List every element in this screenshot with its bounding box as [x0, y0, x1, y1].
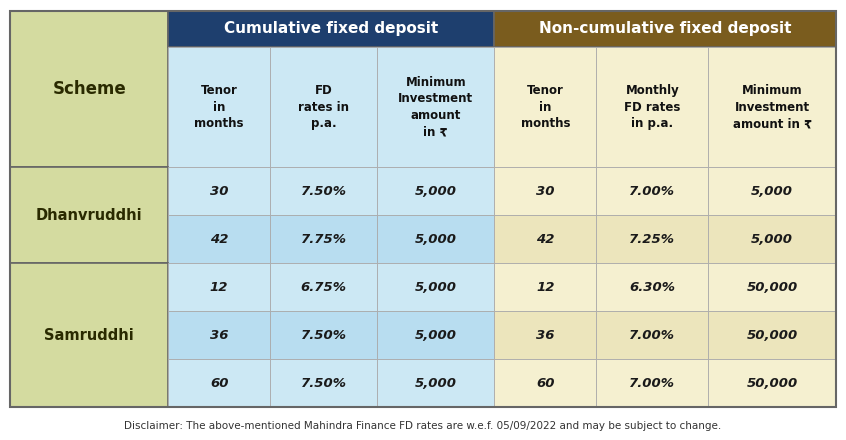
Text: 6.30%: 6.30% [629, 281, 675, 294]
Bar [377, 47, 494, 168]
Text: Scheme: Scheme [52, 80, 126, 98]
Bar [708, 215, 836, 263]
Text: 7.25%: 7.25% [629, 233, 675, 246]
Text: FD
rates in
p.a.: FD rates in p.a. [298, 84, 349, 130]
Text: 6.75%: 6.75% [300, 281, 347, 294]
Bar [596, 215, 708, 263]
Bar [596, 263, 708, 311]
Text: 36: 36 [536, 329, 555, 341]
Bar [708, 311, 836, 359]
Text: Tenor
in
months: Tenor in months [195, 84, 244, 130]
Bar [708, 359, 836, 407]
Bar [708, 47, 836, 168]
Bar [494, 47, 596, 168]
Bar [270, 47, 377, 168]
Bar [168, 359, 270, 407]
Text: 5,000: 5,000 [415, 377, 457, 389]
Bar [168, 215, 270, 263]
Text: 5,000: 5,000 [415, 281, 457, 294]
Text: 7.75%: 7.75% [300, 233, 347, 246]
Text: Samruddhi: Samruddhi [44, 328, 134, 343]
Text: 42: 42 [210, 233, 228, 246]
Bar [596, 359, 708, 407]
Text: 5,000: 5,000 [415, 233, 457, 246]
Text: 7.00%: 7.00% [629, 185, 675, 198]
Text: Non-cumulative fixed deposit: Non-cumulative fixed deposit [539, 21, 791, 37]
Text: Monthly
FD rates
in p.a.: Monthly FD rates in p.a. [624, 84, 680, 130]
Text: Dhanvruddhi: Dhanvruddhi [36, 208, 142, 223]
Text: 12: 12 [536, 281, 555, 294]
Bar [168, 263, 270, 311]
Bar [494, 311, 596, 359]
Text: 5,000: 5,000 [415, 185, 457, 198]
Text: 7.00%: 7.00% [629, 377, 675, 389]
Text: 5,000: 5,000 [751, 185, 794, 198]
Bar [377, 311, 494, 359]
Bar [596, 167, 708, 215]
Text: 60: 60 [210, 377, 228, 389]
Bar [377, 263, 494, 311]
Text: 7.50%: 7.50% [300, 329, 347, 341]
Text: 7.00%: 7.00% [629, 329, 675, 341]
Bar [377, 215, 494, 263]
Text: 42: 42 [536, 233, 555, 246]
Text: Cumulative fixed deposit: Cumulative fixed deposit [224, 21, 438, 37]
Text: Disclaimer: The above-mentioned Mahindra Finance FD rates are w.e.f. 05/09/2022 : Disclaimer: The above-mentioned Mahindra… [124, 421, 722, 431]
Bar [494, 359, 596, 407]
Bar [270, 311, 377, 359]
Text: 7.50%: 7.50% [300, 185, 347, 198]
Bar [377, 359, 494, 407]
Bar [494, 263, 596, 311]
Bar [596, 311, 708, 359]
Bar [10, 11, 168, 168]
Bar [494, 167, 596, 215]
Text: 5,000: 5,000 [751, 233, 794, 246]
Bar [708, 263, 836, 311]
Text: 50,000: 50,000 [746, 281, 798, 294]
Bar [10, 263, 168, 407]
Bar [168, 47, 270, 168]
Text: 36: 36 [210, 329, 228, 341]
Text: 50,000: 50,000 [746, 329, 798, 341]
Text: 50,000: 50,000 [746, 377, 798, 389]
Bar [168, 167, 270, 215]
Bar [10, 168, 168, 263]
Text: Minimum
Investment
amount
in ₹: Minimum Investment amount in ₹ [398, 76, 473, 138]
Text: 60: 60 [536, 377, 555, 389]
Bar [270, 263, 377, 311]
Bar [494, 215, 596, 263]
Text: 30: 30 [536, 185, 555, 198]
Bar [168, 311, 270, 359]
Text: 5,000: 5,000 [415, 329, 457, 341]
Bar [494, 11, 836, 47]
Bar [168, 11, 494, 47]
Bar [377, 167, 494, 215]
Text: Tenor
in
months: Tenor in months [520, 84, 570, 130]
Bar [270, 167, 377, 215]
Bar [270, 215, 377, 263]
Text: Minimum
Investment
amount in ₹: Minimum Investment amount in ₹ [733, 84, 811, 130]
Bar [708, 167, 836, 215]
Bar [270, 359, 377, 407]
Text: 30: 30 [210, 185, 228, 198]
Bar [596, 47, 708, 168]
Text: 7.50%: 7.50% [300, 377, 347, 389]
Text: 12: 12 [210, 281, 228, 294]
